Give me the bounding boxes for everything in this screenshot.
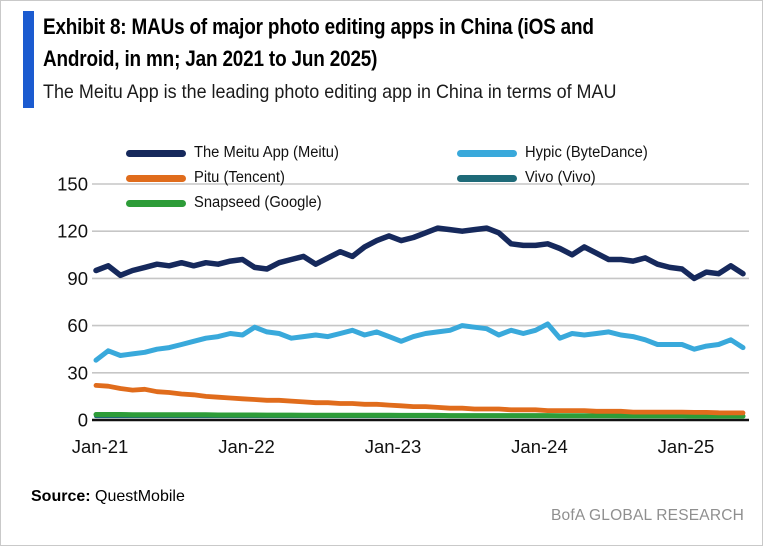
legend-swatch-pitu bbox=[126, 174, 186, 182]
source-line: Source: QuestMobile bbox=[31, 488, 185, 506]
legend-label-hypic: Hypic (ByteDance) bbox=[525, 144, 648, 161]
exhibit-title: Exhibit 8: MAUs of major photo editing a… bbox=[43, 11, 683, 75]
svg-text:Jan-23: Jan-23 bbox=[365, 436, 422, 457]
svg-text:Jan-21: Jan-21 bbox=[72, 436, 129, 457]
svg-text:150: 150 bbox=[57, 174, 88, 195]
legend-swatch-meitu bbox=[126, 149, 186, 157]
svg-text:120: 120 bbox=[57, 221, 88, 242]
exhibit-accent-bar bbox=[23, 11, 34, 108]
svg-text:Jan-22: Jan-22 bbox=[218, 436, 275, 457]
legend-swatch-snapseed bbox=[126, 199, 186, 207]
legend-item-pitu: Pitu (Tencent) bbox=[126, 167, 290, 189]
source-label: Source: bbox=[31, 488, 91, 505]
svg-text:Jan-25: Jan-25 bbox=[658, 436, 715, 457]
legend-label-snapseed: Snapseed (Google) bbox=[194, 194, 322, 211]
brand-footer: BofA GLOBAL RESEARCH bbox=[550, 507, 744, 524]
legend-label-pitu: Pitu (Tencent) bbox=[194, 169, 285, 186]
legend-item-vivo: Vivo (Vivo) bbox=[457, 167, 599, 189]
legend-swatch-hypic bbox=[457, 149, 517, 157]
legend-item-hypic: Hypic (ByteDance) bbox=[457, 142, 654, 164]
svg-text:Jan-24: Jan-24 bbox=[511, 436, 568, 457]
legend-item-meitu: The Meitu App (Meitu) bbox=[126, 142, 346, 164]
legend-item-snapseed: Snapseed (Google) bbox=[126, 192, 328, 214]
svg-text:90: 90 bbox=[67, 268, 88, 289]
source-value: QuestMobile bbox=[95, 488, 185, 505]
exhibit-title-line2: Android, in mn; Jan 2021 to Jun 2025) bbox=[43, 46, 378, 71]
exhibit-title-line1: Exhibit 8: MAUs of major photo editing a… bbox=[43, 14, 594, 39]
exhibit-subtitle: The Meitu App is the leading photo editi… bbox=[43, 81, 617, 103]
svg-text:30: 30 bbox=[67, 362, 88, 383]
svg-text:0: 0 bbox=[78, 410, 88, 431]
svg-text:60: 60 bbox=[67, 315, 88, 336]
legend-label-meitu: The Meitu App (Meitu) bbox=[194, 144, 339, 161]
legend-label-vivo: Vivo (Vivo) bbox=[525, 169, 596, 186]
legend-swatch-vivo bbox=[457, 174, 517, 182]
